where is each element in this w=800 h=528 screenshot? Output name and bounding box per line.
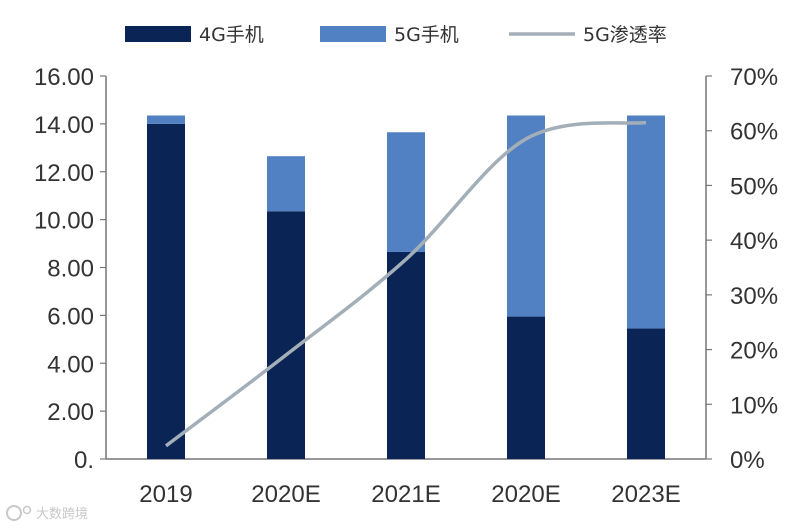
x-tick-label: 2020E	[491, 481, 560, 508]
watermark: 大数跨境	[6, 505, 88, 522]
left-tick-label: 4.00	[47, 351, 94, 378]
right-tick-label: 60%	[730, 119, 778, 146]
legend-label-4g: 4G手机	[199, 24, 264, 46]
left-tick-label: 0.	[74, 447, 94, 474]
series-line-5g-penetration	[164, 120, 647, 448]
x-tick-label: 2023E	[611, 481, 680, 508]
watermark-logo-dot	[22, 505, 32, 515]
legend-swatch-5g	[320, 26, 386, 42]
legend-label-5g-penetration: 5G渗透率	[583, 24, 667, 46]
right-tick-label: 10%	[730, 392, 778, 419]
bar-4g-2	[387, 251, 425, 459]
left-axis-ticks: 0. 2.00 4.00 6.00 8.00 10.00 12.00 14.00 16.00	[34, 64, 106, 474]
left-tick-label: 14.00	[34, 112, 94, 139]
right-tick-label: 0%	[730, 447, 765, 474]
watermark-logo-icon	[6, 505, 22, 521]
bar-5g-1	[267, 156, 305, 212]
bar-5g-3	[507, 115, 545, 317]
x-tick-label: 2021E	[371, 481, 440, 508]
bar-4g-4	[627, 328, 665, 459]
x-axis-tick-labels: 2019 2020E 2021E 2020E 2023E	[139, 481, 680, 508]
bars	[147, 115, 665, 459]
left-tick-label: 12.00	[34, 160, 94, 187]
bar-5g-0	[147, 115, 185, 124]
left-tick-label: 10.00	[34, 208, 94, 235]
left-tick-label: 2.00	[47, 399, 94, 426]
bar-5g-2	[387, 132, 425, 252]
legend: 4G手机 5G手机 5G渗透率	[125, 24, 667, 46]
right-axis-ticks: 0% 10% 20% 30% 40% 50% 60% 70%	[706, 64, 778, 474]
x-tick-label: 2020E	[251, 481, 320, 508]
left-tick-label: 16.00	[34, 64, 94, 91]
bar-5g-4	[627, 115, 665, 329]
right-tick-label: 20%	[730, 338, 778, 365]
x-tick-label: 2019	[139, 481, 192, 508]
right-tick-label: 50%	[730, 173, 778, 200]
watermark-text: 大数跨境	[36, 507, 88, 522]
right-tick-label: 30%	[730, 283, 778, 310]
bar-4g-1	[267, 211, 305, 459]
bar-4g-3	[507, 316, 545, 459]
right-tick-label: 40%	[730, 228, 778, 255]
left-tick-label: 6.00	[47, 303, 94, 330]
right-tick-label: 70%	[730, 64, 778, 91]
left-tick-label: 8.00	[47, 256, 94, 283]
legend-swatch-4g	[125, 26, 191, 42]
bar-4g-0	[147, 123, 185, 459]
legend-label-5g: 5G手机	[394, 24, 459, 46]
